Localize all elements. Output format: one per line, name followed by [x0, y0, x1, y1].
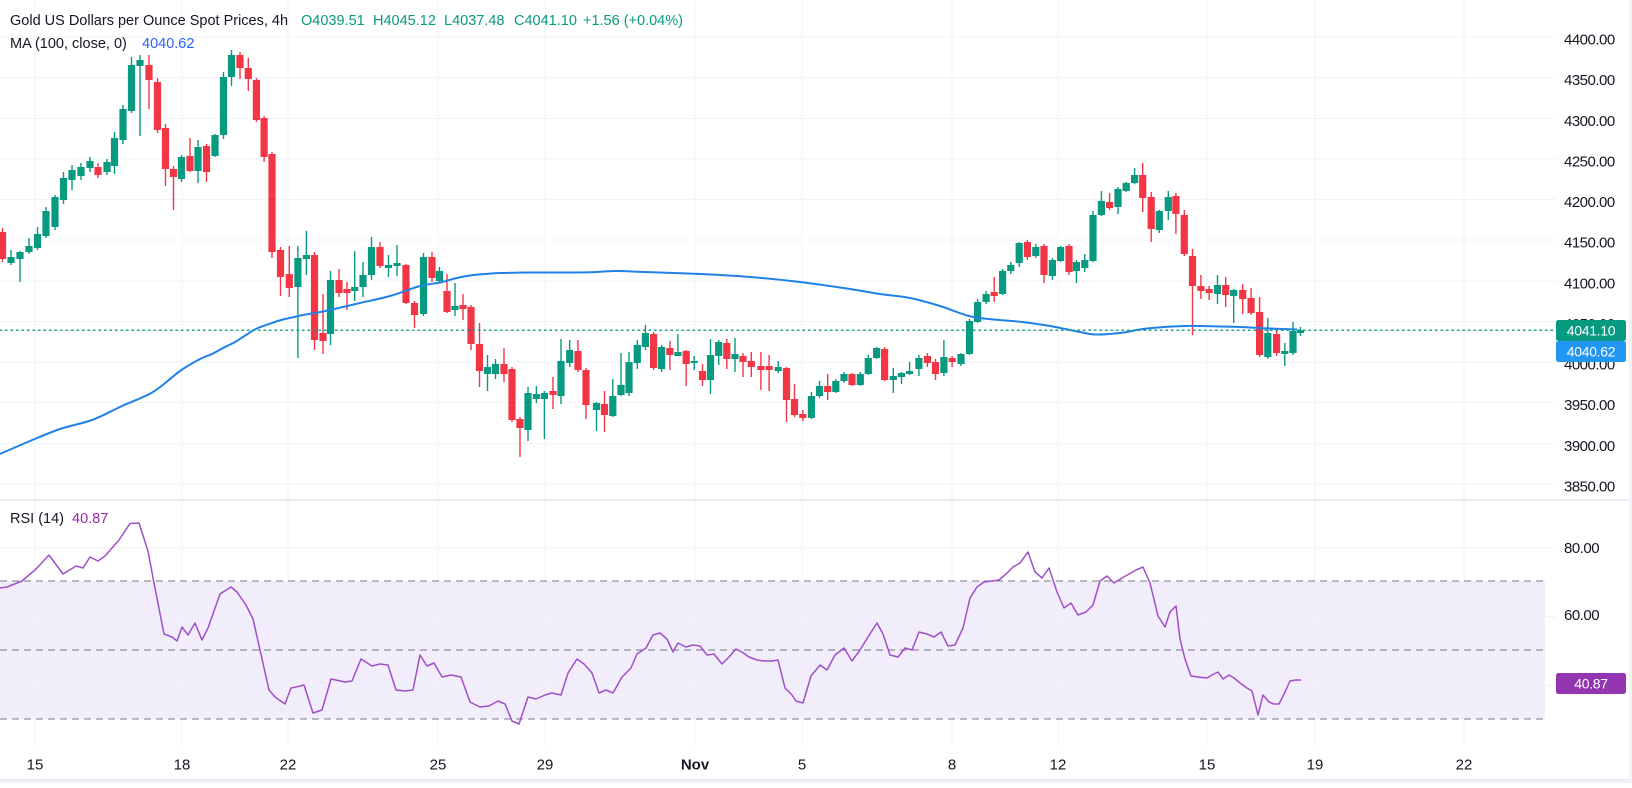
svg-text:O4039.51: O4039.51 [301, 13, 365, 29]
svg-text:4300.00: 4300.00 [1564, 113, 1615, 130]
svg-text:Nov: Nov [681, 757, 710, 774]
svg-text:MA (100, close, 0): MA (100, close, 0) [10, 36, 127, 52]
svg-text:60.00: 60.00 [1564, 607, 1599, 624]
svg-text:3850.00: 3850.00 [1564, 479, 1615, 496]
svg-text:RSI (14): RSI (14) [10, 511, 64, 527]
svg-text:15: 15 [27, 757, 44, 774]
svg-text:+1.56 (+0.04%): +1.56 (+0.04%) [583, 13, 683, 29]
svg-text:4200.00: 4200.00 [1564, 194, 1615, 211]
svg-text:4150.00: 4150.00 [1564, 235, 1615, 252]
svg-text:4041.10: 4041.10 [1567, 323, 1616, 339]
svg-text:40.87: 40.87 [1574, 676, 1608, 692]
svg-text:L4037.48: L4037.48 [444, 13, 504, 29]
svg-text:H4045.12: H4045.12 [373, 13, 436, 29]
svg-text:4250.00: 4250.00 [1564, 153, 1615, 170]
svg-text:3950.00: 3950.00 [1564, 397, 1615, 414]
svg-text:4100.00: 4100.00 [1564, 275, 1615, 292]
svg-text:25: 25 [430, 757, 447, 774]
svg-text:18: 18 [174, 757, 191, 774]
svg-text:19: 19 [1307, 757, 1324, 774]
svg-text:15: 15 [1199, 757, 1216, 774]
svg-text:5: 5 [798, 757, 806, 774]
svg-text:4040.62: 4040.62 [142, 36, 194, 52]
svg-text:4350.00: 4350.00 [1564, 72, 1615, 89]
svg-text:C4041.10: C4041.10 [514, 13, 577, 29]
svg-text:Gold US Dollars per Ounce Spot: Gold US Dollars per Ounce Spot Prices, 4… [10, 13, 288, 29]
svg-text:40.87: 40.87 [72, 511, 108, 527]
svg-text:12: 12 [1050, 757, 1067, 774]
svg-text:4400.00: 4400.00 [1564, 32, 1615, 49]
svg-text:4040.62: 4040.62 [1567, 344, 1616, 360]
svg-text:22: 22 [1456, 757, 1473, 774]
svg-text:22: 22 [280, 757, 297, 774]
svg-text:3900.00: 3900.00 [1564, 438, 1615, 455]
svg-text:29: 29 [537, 757, 554, 774]
svg-text:8: 8 [948, 757, 956, 774]
svg-text:80.00: 80.00 [1564, 540, 1599, 557]
